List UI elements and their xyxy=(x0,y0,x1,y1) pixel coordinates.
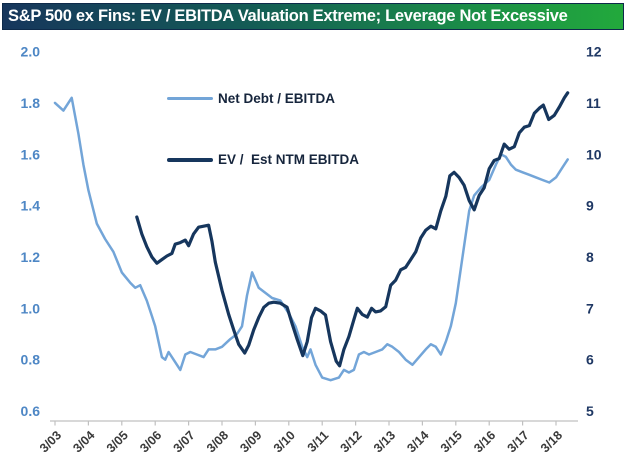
left-axis-tick-label: 1.2 xyxy=(21,249,41,265)
right-axis-tick-label: 10 xyxy=(586,146,602,162)
left-axis-tick-label: 1.6 xyxy=(21,146,41,162)
x-tick-label: 3/16 xyxy=(471,428,498,455)
x-tick-label: 3/08 xyxy=(204,428,231,455)
x-tick-label: 3/12 xyxy=(338,428,365,455)
right-axis-tick-label: 11 xyxy=(586,95,601,111)
left-axis-tick-label: 2.0 xyxy=(21,44,41,60)
chart-title-bar: S&P 500 ex Fins: EV / EBITDA Valuation E… xyxy=(2,3,624,30)
legend-label-ev-ebitda: EV / Est NTM EBITDA xyxy=(218,152,360,167)
x-tick-label: 3/06 xyxy=(137,428,164,455)
left-axis-tick-label: 1.8 xyxy=(21,95,41,111)
legend-label-net-debt: Net Debt / EBITDA xyxy=(218,91,336,106)
legend-item-net-debt: Net Debt / EBITDA xyxy=(167,91,335,106)
right-axis-tick-label: 6 xyxy=(586,352,594,368)
x-tick-label: 3/14 xyxy=(404,428,431,455)
left-axis-tick-label: 1.4 xyxy=(21,198,41,214)
net-debt-series-line xyxy=(53,96,569,382)
x-tick-label: 3/10 xyxy=(271,428,298,455)
x-tick-label: 3/15 xyxy=(438,428,465,455)
right-axis-tick-label: 12 xyxy=(586,44,602,60)
x-tick-label: 3/03 xyxy=(37,428,64,455)
legend-item-ev-ebitda: EV / Est NTM EBITDA xyxy=(167,152,359,167)
ev-ebitda-line-swatch-icon xyxy=(167,157,213,162)
x-tick-label: 3/11 xyxy=(305,428,332,455)
net-debt-line-swatch-icon xyxy=(167,97,213,100)
right-axis-tick-label: 7 xyxy=(586,300,594,316)
x-tick-label: 3/09 xyxy=(237,428,264,455)
ev-ebitda-series-line xyxy=(135,91,570,368)
chart-title: S&P 500 ex Fins: EV / EBITDA Valuation E… xyxy=(8,7,568,25)
left-axis-tick-label: 1.0 xyxy=(21,300,41,316)
x-tick-label: 3/18 xyxy=(538,428,565,455)
left-axis-tick-label: 0.8 xyxy=(21,352,41,368)
right-axis-tick-label: 8 xyxy=(586,249,594,265)
left-axis-tick-label: 0.6 xyxy=(21,403,41,419)
x-tick-label: 3/07 xyxy=(171,428,198,455)
x-tick-label: 3/17 xyxy=(505,428,532,455)
x-tick-label: 3/05 xyxy=(104,428,131,455)
right-axis-tick-label: 5 xyxy=(586,403,594,419)
x-tick-label: 3/13 xyxy=(371,428,398,455)
x-tick-label: 3/04 xyxy=(70,428,97,455)
right-axis-tick-label: 9 xyxy=(586,198,594,214)
